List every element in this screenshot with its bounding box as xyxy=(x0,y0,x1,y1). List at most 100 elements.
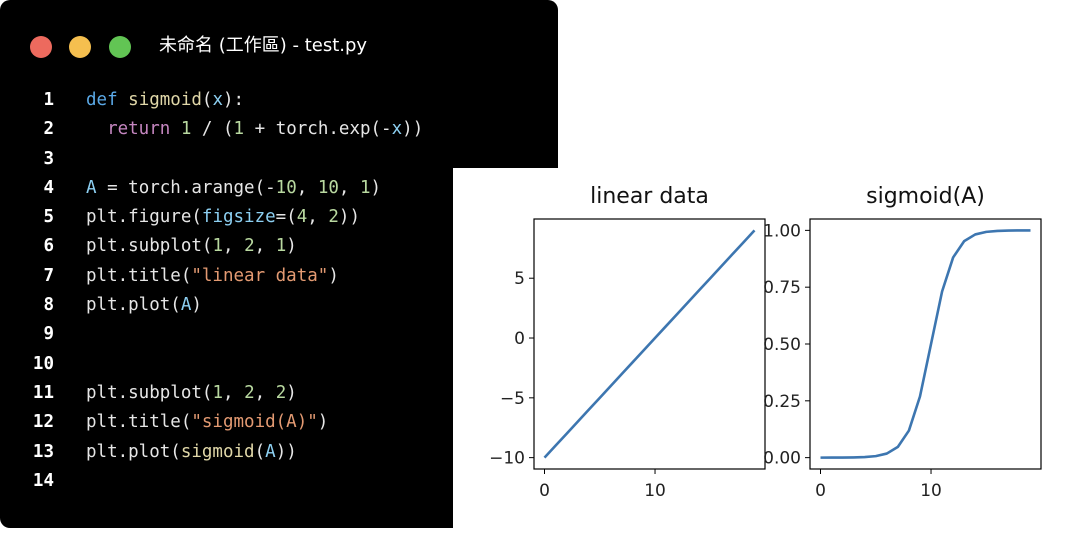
close-window-button[interactable] xyxy=(30,36,52,58)
x-tick-label: 0 xyxy=(539,481,550,501)
code-token: )) xyxy=(275,441,297,462)
line-number: 13 xyxy=(32,441,54,462)
code-area[interactable]: 1 def sigmoid(x): 2 return 1 / (1 + torch.… xyxy=(0,86,558,496)
code-token: ) xyxy=(328,265,339,286)
code-token: A xyxy=(265,441,276,462)
minimize-window-button[interactable] xyxy=(69,36,91,58)
line-number: 8 xyxy=(43,295,54,316)
x-tick-label: 10 xyxy=(920,481,942,501)
code-text: A = torch.arange(-10, 10, 1) xyxy=(86,174,381,203)
code-token: ) xyxy=(317,412,329,433)
code-line[interactable]: 1 def sigmoid(x): xyxy=(0,86,558,115)
line-number: 12 xyxy=(32,412,54,433)
code-token: = torch.arange(- xyxy=(96,177,276,198)
code-text: plt.title("sigmoid(A)") xyxy=(86,408,328,437)
x-tick-label: 10 xyxy=(644,481,666,501)
code-token: 1 xyxy=(180,119,192,140)
code-text: plt.plot(A) xyxy=(86,291,202,320)
code-line[interactable]: 6 plt.subplot(1, 2, 1) xyxy=(0,232,558,261)
code-token: ) xyxy=(370,177,382,198)
code-line[interactable]: 11 plt.subplot(1, 2, 2) xyxy=(0,379,558,408)
y-tick-label: 0 xyxy=(514,329,525,349)
code-line[interactable]: 12 plt.title("sigmoid(A)") xyxy=(0,408,558,437)
code-token: 10 xyxy=(317,177,339,198)
zoom-window-button[interactable] xyxy=(109,36,131,58)
code-token: 4 xyxy=(296,207,308,228)
code-token: A xyxy=(86,177,97,198)
code-token: plt.title( xyxy=(86,412,192,433)
y-tick-label: 0.50 xyxy=(763,335,801,355)
code-token xyxy=(86,119,107,139)
chart-title: linear data xyxy=(590,184,709,209)
code-line[interactable]: 13 plt.plot(sigmoid(A)) xyxy=(0,438,558,467)
code-text: def sigmoid(x): xyxy=(86,86,244,115)
line-number: 11 xyxy=(32,382,54,403)
code-token: x xyxy=(212,90,224,110)
plot-figure: linear data −10 −5 0 5 0 10 sigmoid(A) 0.00 0.25 0… xyxy=(489,184,1042,501)
code-token: plt.figure( xyxy=(86,207,202,228)
code-line[interactable]: 3 xyxy=(0,145,558,174)
code-token: ): xyxy=(223,90,245,110)
title-bar: 未命名 (工作區) - test.py xyxy=(0,0,558,90)
code-token: ) xyxy=(191,295,202,316)
y-tick-label: 0.00 xyxy=(763,449,801,469)
code-token: plt.subplot( xyxy=(86,382,213,403)
code-token: plt.subplot( xyxy=(86,236,213,257)
line-number: 5 xyxy=(43,207,54,228)
line-number: 3 xyxy=(43,148,54,169)
line-number: 4 xyxy=(43,177,54,198)
code-token: figsize xyxy=(201,207,276,228)
code-token: 2 xyxy=(275,382,287,403)
code-token: , xyxy=(254,236,276,257)
code-token: ( xyxy=(254,441,266,462)
code-token: def xyxy=(86,90,129,110)
code-token: ( xyxy=(201,90,213,110)
code-token: , xyxy=(222,236,245,257)
code-token: , xyxy=(254,382,276,403)
code-line[interactable]: 9 xyxy=(0,320,558,349)
line-number: 2 xyxy=(43,119,54,140)
code-text: plt.subplot(1, 2, 2) xyxy=(86,379,297,408)
code-text: plt.subplot(1, 2, 1) xyxy=(86,232,297,261)
code-token: , xyxy=(296,177,318,198)
code-token: "linear data" xyxy=(191,265,329,286)
line-number: 10 xyxy=(32,353,54,374)
code-line[interactable]: 8 plt.plot(A) xyxy=(0,291,558,320)
y-tick-label: 5 xyxy=(514,269,525,289)
code-line[interactable]: 14 xyxy=(0,467,558,496)
code-token: sigmoid xyxy=(128,90,202,110)
line-number: 9 xyxy=(43,324,54,345)
code-token: + torch.exp(- xyxy=(244,119,392,140)
code-token: 1 xyxy=(212,236,223,257)
code-token: 1 xyxy=(233,119,245,140)
code-token: ) xyxy=(286,236,297,257)
code-token: 1 xyxy=(212,382,223,403)
code-line[interactable]: 10 xyxy=(0,350,558,379)
axes-frame xyxy=(809,218,1042,470)
code-line[interactable]: 5 plt.figure(figsize=(4, 2)) xyxy=(0,203,558,232)
y-tick-label: 0.25 xyxy=(763,392,801,412)
code-token: "sigmoid(A)" xyxy=(191,412,318,433)
code-line[interactable]: 7 plt.title("linear data") xyxy=(0,262,558,291)
code-token: , xyxy=(222,382,245,403)
code-text: plt.figure(figsize=(4, 2)) xyxy=(86,203,360,232)
code-token: plt.plot( xyxy=(86,295,181,316)
y-tick-label: 0.75 xyxy=(763,278,801,298)
series-line xyxy=(543,229,756,459)
code-line[interactable]: 2 return 1 / (1 + torch.exp(-x)) xyxy=(0,115,558,144)
series-line xyxy=(820,229,1031,459)
code-text: plt.title("linear data") xyxy=(86,262,339,291)
code-token: / ( xyxy=(191,119,234,140)
code-text: return 1 / (1 + torch.exp(-x)) xyxy=(86,115,423,144)
code-token: 2 xyxy=(244,236,255,257)
y-tick-label: −5 xyxy=(500,389,525,409)
x-tick-label: 0 xyxy=(815,481,826,501)
line-number: 14 xyxy=(32,470,54,491)
code-token: x xyxy=(391,119,403,140)
code-token: 1 xyxy=(275,236,287,257)
code-token: 2 xyxy=(328,207,339,228)
code-token: sigmoid xyxy=(180,441,255,462)
code-text: plt.plot(sigmoid(A)) xyxy=(86,438,297,467)
code-token: plt.title( xyxy=(86,265,192,286)
